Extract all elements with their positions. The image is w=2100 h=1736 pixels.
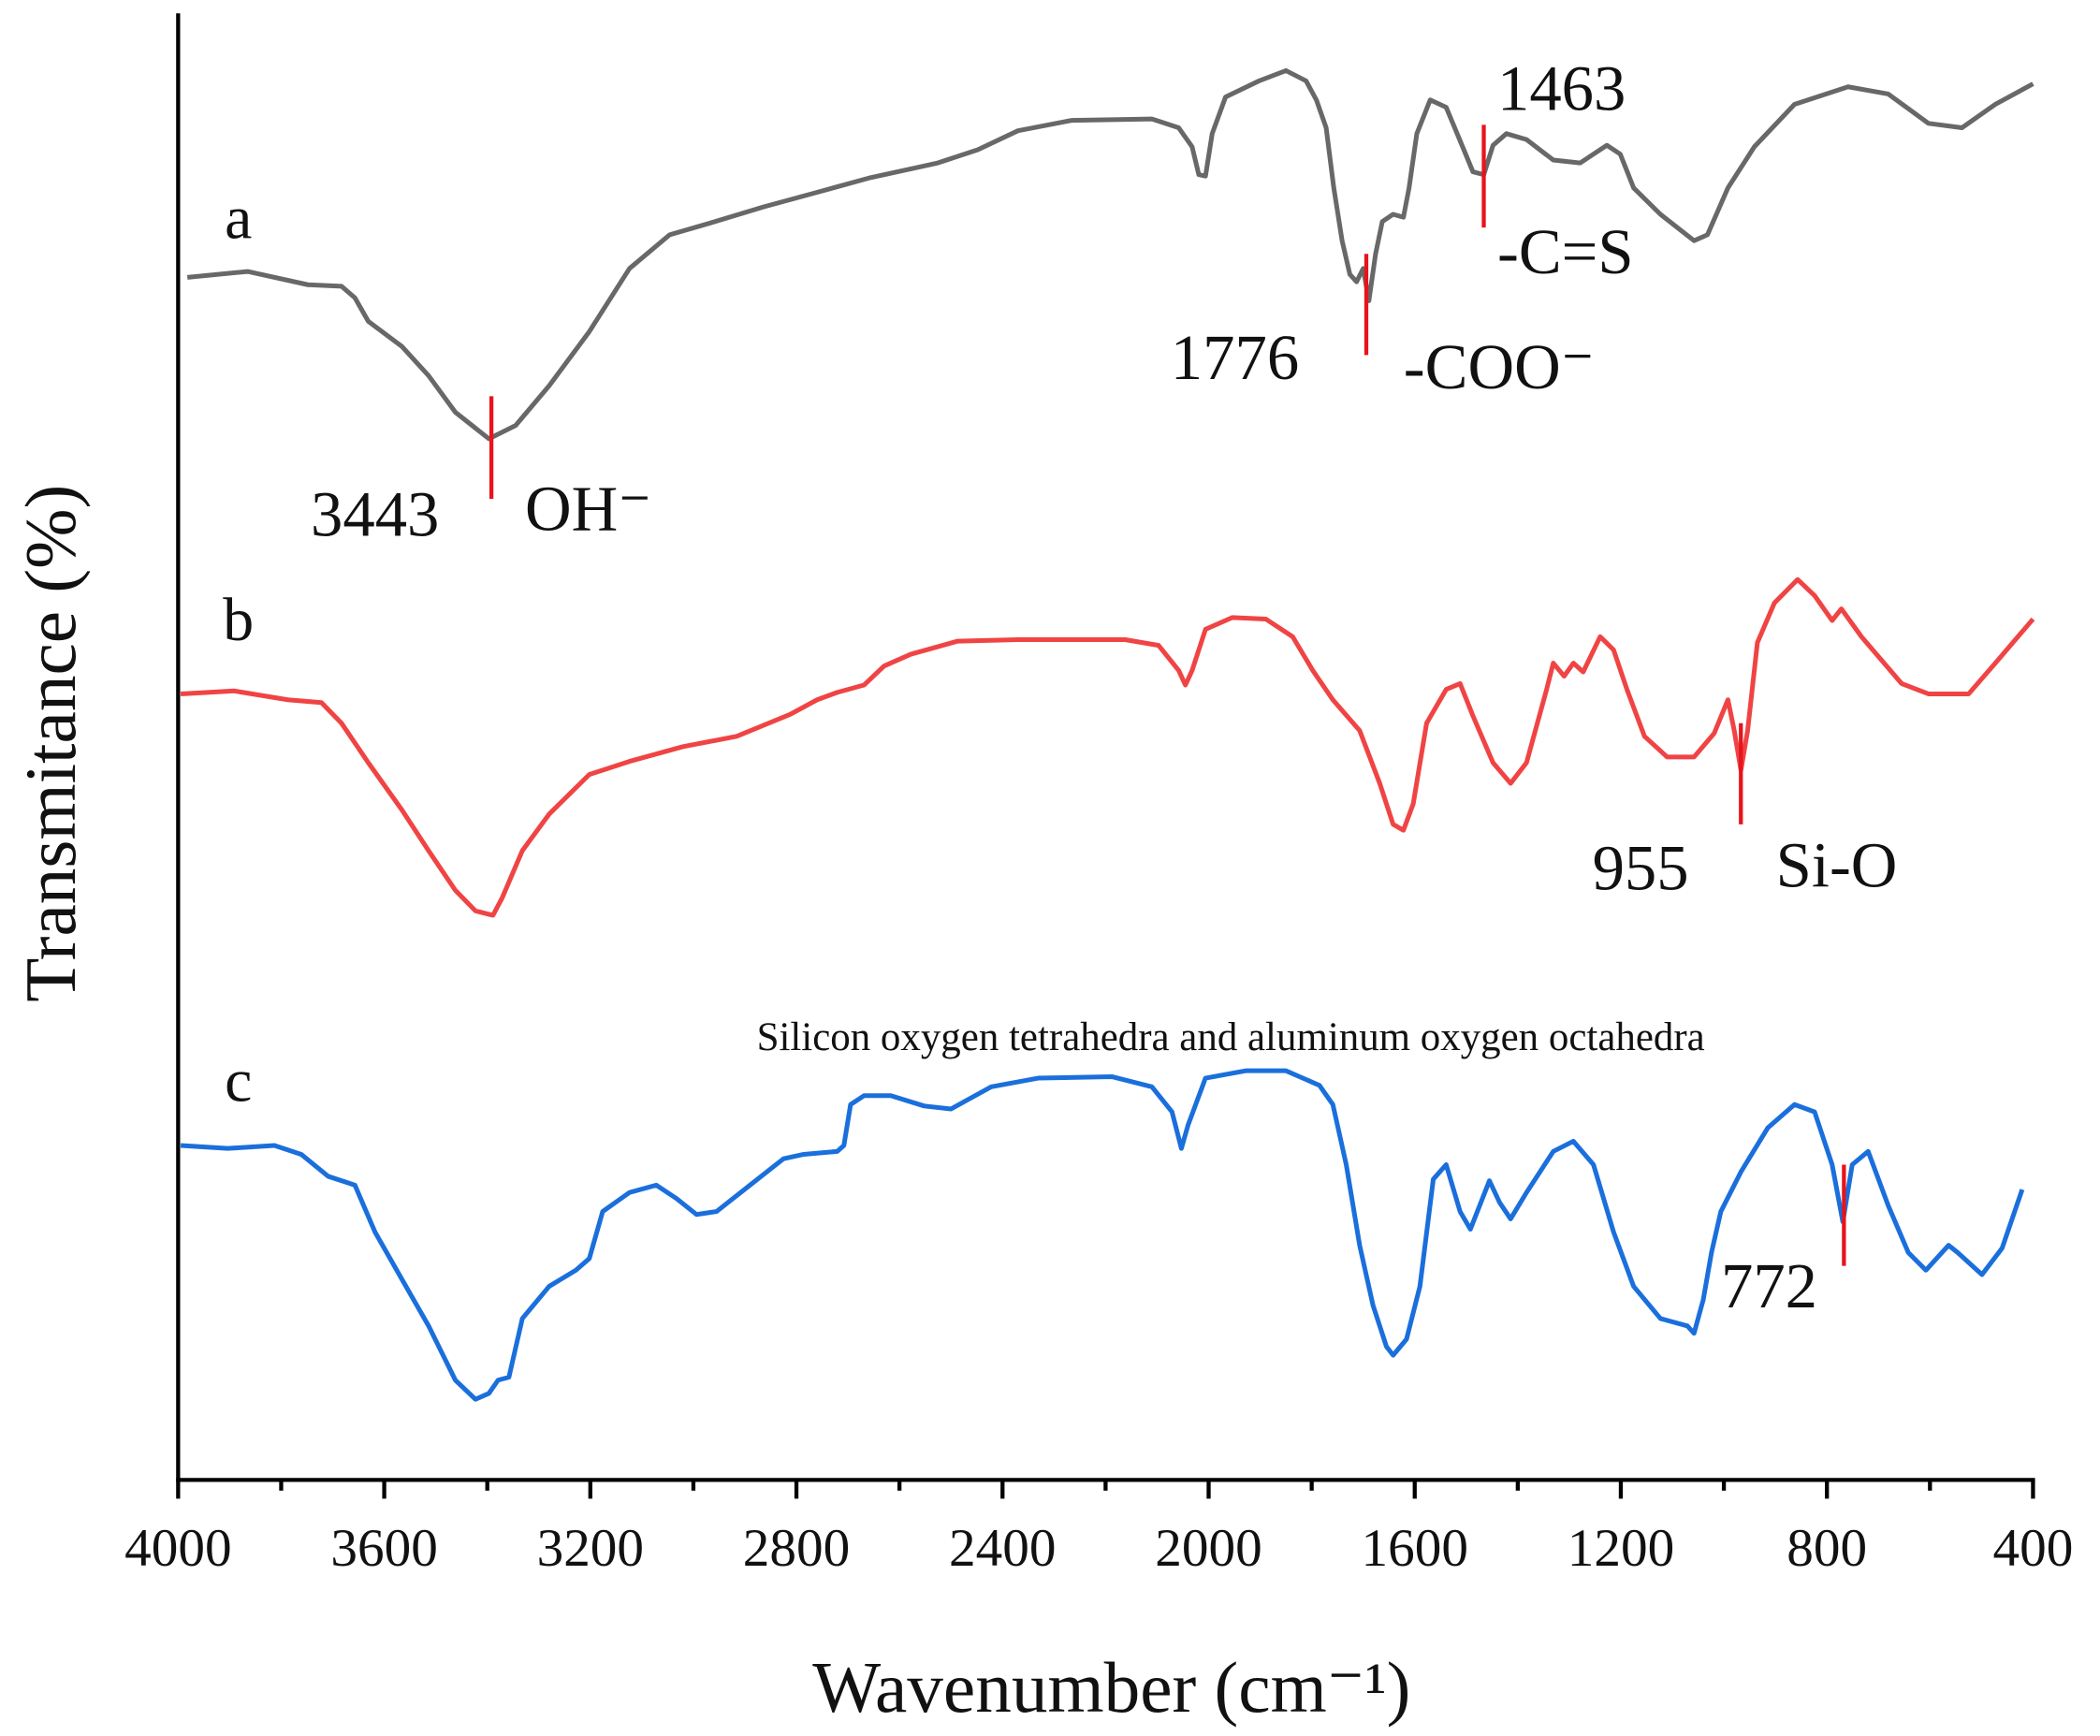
peak-label: 1463 [1497,52,1626,124]
x-tick-label: 4000 [124,1519,231,1578]
group-label: OH⁻ [525,474,651,545]
group-label: -C=S [1497,216,1634,287]
y-axis-label: Transmitance (%) [10,485,91,1002]
x-tick-label: 2800 [743,1519,850,1578]
x-tick-label: 2000 [1155,1519,1261,1578]
x-tick-label: 3600 [330,1519,437,1578]
x-tick-label: 3200 [537,1519,644,1578]
peak-label: 1776 [1171,322,1299,393]
spectrum-line [180,1068,2025,1402]
x-tick-label: 400 [1993,1519,2074,1578]
x-tick-label: 1200 [1568,1519,1674,1578]
spectrum-line [186,67,2034,442]
x-tick-label: 2400 [949,1519,1056,1578]
peak-label: 955 [1593,832,1689,903]
annotation-note: Silicon oxygen tetrahedra and aluminum o… [757,1015,1705,1059]
x-tick-label: 1600 [1362,1519,1468,1578]
peak-label: 3443 [311,478,439,549]
series-label: a [225,184,252,253]
group-label: Si-O [1776,829,1898,900]
series-label: b [223,586,254,654]
x-axis-label: Wavenumber (cm⁻¹) [812,1647,1410,1728]
x-tick-label: 800 [1786,1519,1867,1578]
peak-label: 772 [1721,1250,1817,1321]
series-label: c [225,1046,252,1115]
spectrum-line [180,576,2035,918]
group-label: -COO⁻ [1404,331,1595,402]
